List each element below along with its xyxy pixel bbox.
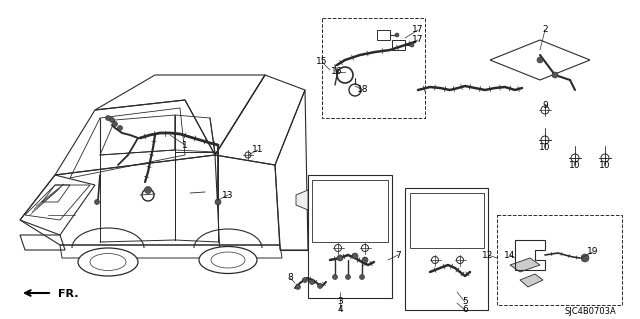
Text: 3: 3: [337, 298, 343, 307]
Text: 10: 10: [540, 144, 551, 152]
Text: 5: 5: [462, 298, 468, 307]
Text: 15: 15: [316, 57, 328, 66]
Circle shape: [109, 117, 115, 122]
Text: 8: 8: [287, 273, 293, 283]
Text: 17: 17: [412, 26, 424, 34]
Text: 12: 12: [483, 250, 493, 259]
Text: 13: 13: [222, 190, 234, 199]
Circle shape: [352, 253, 358, 259]
Circle shape: [113, 122, 118, 127]
Text: 19: 19: [588, 248, 599, 256]
Circle shape: [337, 255, 343, 261]
Text: 6: 6: [462, 306, 468, 315]
Circle shape: [95, 199, 99, 204]
Circle shape: [395, 33, 399, 37]
Circle shape: [333, 275, 337, 279]
Circle shape: [310, 279, 314, 285]
Circle shape: [537, 57, 543, 63]
Circle shape: [303, 278, 307, 283]
Circle shape: [317, 284, 323, 288]
Text: SJC4B0703A: SJC4B0703A: [564, 308, 616, 316]
Text: 17: 17: [412, 35, 424, 44]
Text: 14: 14: [504, 250, 516, 259]
Circle shape: [552, 72, 558, 78]
Circle shape: [296, 285, 301, 290]
Circle shape: [106, 115, 111, 121]
Ellipse shape: [78, 248, 138, 276]
Circle shape: [410, 43, 414, 47]
Text: 11: 11: [252, 145, 264, 154]
Text: 9: 9: [542, 100, 548, 109]
Text: 10: 10: [569, 160, 580, 169]
Text: 10: 10: [599, 160, 611, 169]
Text: 1: 1: [182, 140, 188, 150]
Polygon shape: [520, 274, 543, 287]
Polygon shape: [510, 258, 540, 272]
Text: FR.: FR.: [58, 289, 79, 299]
Ellipse shape: [199, 247, 257, 273]
Text: 4: 4: [337, 306, 343, 315]
Polygon shape: [296, 190, 308, 210]
Circle shape: [346, 275, 351, 279]
Circle shape: [215, 199, 221, 205]
Text: 2: 2: [542, 26, 548, 34]
Circle shape: [362, 257, 368, 263]
Text: 18: 18: [357, 85, 369, 94]
Circle shape: [360, 275, 365, 279]
Text: 7: 7: [395, 250, 401, 259]
Circle shape: [118, 125, 122, 130]
Text: 16: 16: [332, 68, 343, 77]
Circle shape: [581, 254, 589, 262]
Circle shape: [145, 187, 152, 194]
